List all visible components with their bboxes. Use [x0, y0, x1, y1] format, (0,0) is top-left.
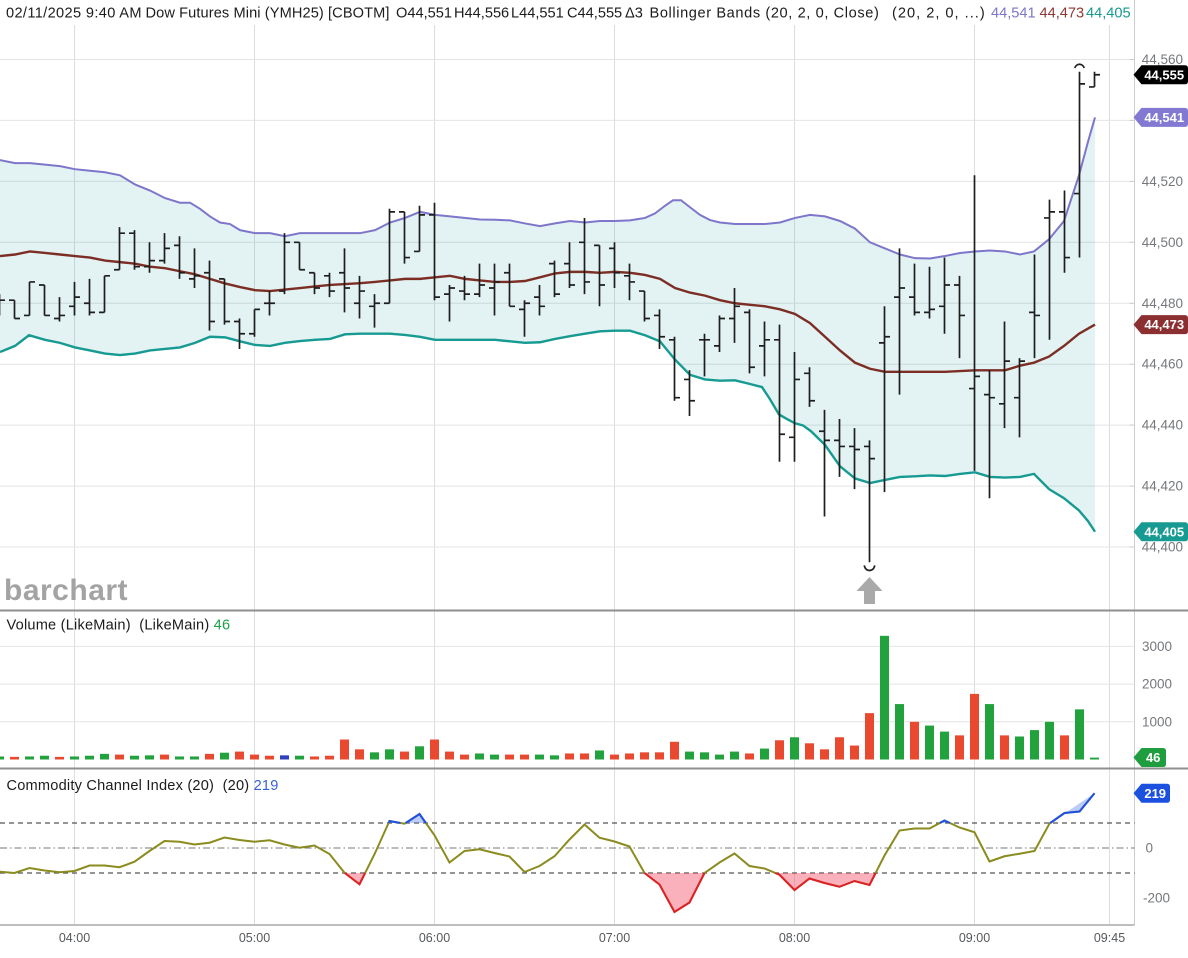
svg-text:07:00: 07:00	[599, 931, 630, 945]
svg-text:44,560: 44,560	[1142, 52, 1183, 67]
svg-text:0: 0	[1145, 841, 1153, 856]
svg-text:219: 219	[1144, 786, 1166, 801]
svg-text:44,500: 44,500	[1142, 235, 1183, 250]
svg-text:44,405: 44,405	[1086, 6, 1131, 22]
svg-text:C44,555: C44,555	[567, 6, 622, 22]
svg-text:44,480: 44,480	[1142, 296, 1183, 311]
svg-text:-200: -200	[1143, 891, 1170, 906]
svg-text:44,541: 44,541	[1144, 110, 1184, 125]
svg-text:05:00: 05:00	[239, 931, 270, 945]
svg-text:44,400: 44,400	[1142, 540, 1183, 555]
svg-text:44,405: 44,405	[1144, 524, 1184, 539]
svg-text:46: 46	[1146, 750, 1160, 765]
svg-text:08:00: 08:00	[779, 931, 810, 945]
svg-text:Commodity Channel Index (20): Commodity Channel Index (20) (20) 219	[7, 778, 279, 794]
svg-text:44,541: 44,541	[991, 6, 1036, 22]
svg-text:3000: 3000	[1142, 639, 1172, 654]
svg-text:06:00: 06:00	[419, 931, 450, 945]
svg-text:1000: 1000	[1142, 714, 1172, 729]
svg-text:2000: 2000	[1142, 677, 1172, 692]
svg-text:O44,551: O44,551	[396, 6, 452, 22]
svg-text:09:00: 09:00	[959, 931, 990, 945]
svg-text:H44,556: H44,556	[454, 6, 509, 22]
svg-text:44,420: 44,420	[1142, 479, 1183, 494]
svg-text:09:45: 09:45	[1094, 931, 1125, 945]
svg-text:44,460: 44,460	[1142, 357, 1183, 372]
svg-text:44,440: 44,440	[1142, 418, 1183, 433]
svg-text:Δ3: Δ3	[625, 6, 643, 22]
svg-text:44,473: 44,473	[1144, 317, 1184, 332]
svg-text:44,555: 44,555	[1144, 67, 1184, 82]
svg-text:barchart: barchart	[4, 574, 128, 607]
svg-text:44,520: 44,520	[1142, 174, 1183, 189]
svg-text:02/11/2025 9:40 AM: 02/11/2025 9:40 AM	[6, 6, 142, 22]
svg-text:04:00: 04:00	[59, 931, 90, 945]
svg-text:L44,551: L44,551	[511, 6, 564, 22]
svg-text:Dow Futures Mini (YMH25) [CBOT: Dow Futures Mini (YMH25) [CBOTM]	[146, 6, 390, 22]
svg-text:44,473: 44,473	[1040, 6, 1085, 22]
svg-text:Bollinger Bands (20, 2, 0, Clo: Bollinger Bands (20, 2, 0, Close)	[650, 6, 880, 22]
svg-text:Volume (LikeMain) (LikeMain): Volume (LikeMain) (LikeMain) 46	[7, 618, 231, 634]
svg-text:(20, 2, 0, ...): (20, 2, 0, ...)	[892, 6, 986, 22]
